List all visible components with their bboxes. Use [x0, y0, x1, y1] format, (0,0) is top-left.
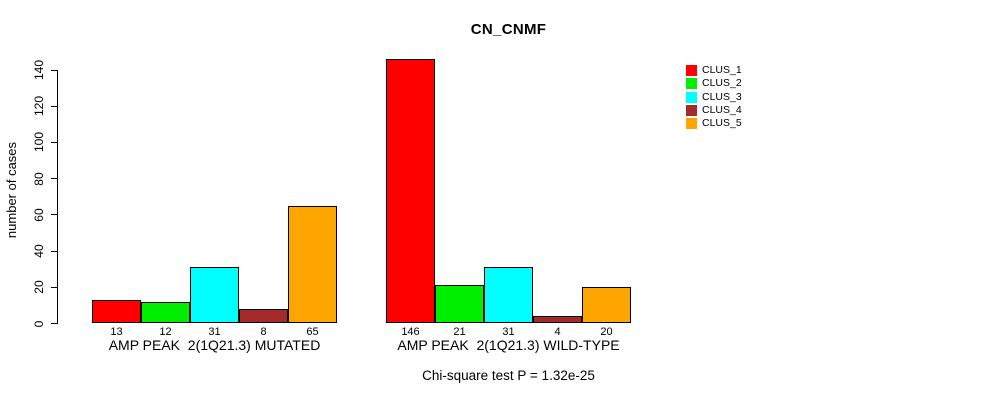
- y-tick: [51, 69, 57, 71]
- y-tick-label: 0: [32, 320, 46, 327]
- legend-swatch: [686, 65, 697, 77]
- y-tick-label: 80: [32, 171, 46, 186]
- legend-item: CLUS_5: [686, 117, 742, 130]
- legend-swatch: [686, 78, 697, 90]
- legend-label: CLUS_4: [702, 104, 742, 117]
- bar: [288, 205, 337, 324]
- bar-value-label: 4: [554, 326, 561, 338]
- bar-value-label: 13: [110, 326, 123, 338]
- bar-value-label: 8: [260, 326, 267, 338]
- y-axis-line: [57, 70, 58, 324]
- bar: [239, 309, 288, 324]
- y-tick-label: 20: [32, 280, 46, 294]
- bar: [92, 299, 141, 324]
- bar: [533, 316, 582, 324]
- bar-value-label: 65: [306, 326, 319, 338]
- legend-label: CLUS_1: [702, 64, 742, 77]
- legend-label: CLUS_3: [702, 90, 742, 103]
- group-label: AMP PEAK 2(1Q21.3) MUTATED: [108, 337, 321, 353]
- legend-label: CLUS_2: [702, 77, 742, 90]
- bar: [582, 287, 631, 324]
- y-tick: [51, 214, 57, 216]
- legend: CLUS_1 CLUS_2 CLUS_3 CLUS_4 CLUS_5: [686, 64, 742, 130]
- bar: [190, 267, 239, 324]
- legend-item: CLUS_1: [686, 64, 742, 77]
- bar-value-label: 31: [502, 326, 515, 338]
- y-tick: [51, 178, 57, 180]
- y-tick: [51, 105, 57, 107]
- bar: [484, 267, 533, 324]
- y-tick: [51, 250, 57, 252]
- legend-swatch: [686, 105, 697, 117]
- legend-label: CLUS_5: [702, 117, 742, 130]
- bar-value-label: 12: [159, 326, 172, 338]
- y-tick: [51, 286, 57, 288]
- y-tick-label: 140: [32, 59, 46, 81]
- legend-item: CLUS_4: [686, 104, 742, 117]
- y-tick: [51, 141, 57, 143]
- bar-value-label: 31: [208, 326, 221, 338]
- y-tick-label: 40: [32, 244, 46, 258]
- legend-item: CLUS_3: [686, 91, 742, 104]
- y-tick: [51, 323, 57, 324]
- bar-value-label: 20: [600, 326, 613, 338]
- y-tick-label: 60: [32, 208, 46, 222]
- y-axis-label: number of cases: [4, 141, 19, 239]
- group-label: AMP PEAK 2(1Q21.3) WILD-TYPE: [397, 337, 620, 353]
- bar-value-label: 21: [453, 326, 466, 338]
- y-tick-label: 120: [32, 96, 46, 117]
- y-tick-label: 100: [32, 132, 46, 153]
- chi-square-annotation: Chi-square test P = 1.32e-25: [422, 368, 595, 383]
- bar-value-label: 146: [401, 326, 420, 338]
- bar: [386, 59, 435, 324]
- legend-swatch: [686, 91, 697, 103]
- legend-item: CLUS_2: [686, 77, 742, 90]
- chart-title: CN_CNMF: [470, 21, 547, 38]
- bar: [141, 301, 190, 324]
- legend-swatch: [686, 118, 697, 130]
- bar: [435, 285, 484, 324]
